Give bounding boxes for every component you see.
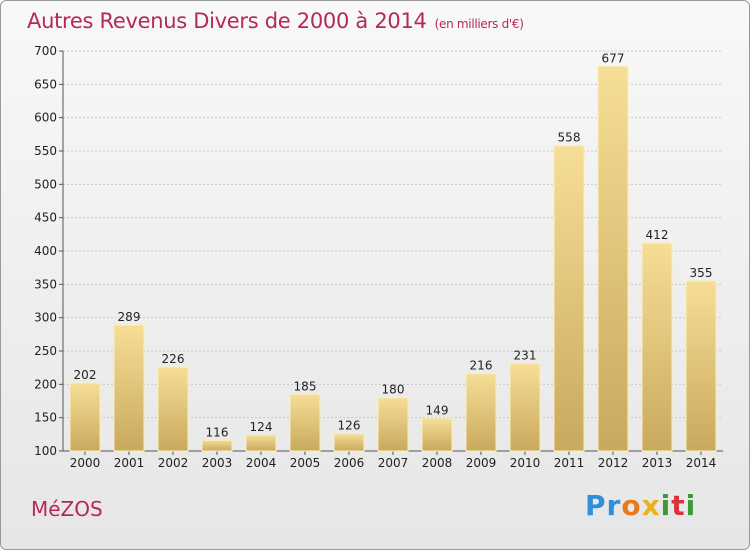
x-tick-label: 2001 [114, 456, 145, 470]
y-tick-label: 350 [34, 277, 57, 291]
bar [685, 280, 717, 452]
data-label: 289 [118, 310, 141, 324]
x-tick-label: 2004 [246, 456, 277, 470]
bar [465, 373, 497, 452]
x-tick-label: 2000 [70, 456, 101, 470]
y-tick-label: 250 [34, 344, 57, 358]
y-tick-label: 100 [34, 444, 57, 458]
logo-letter: t [671, 489, 686, 522]
label-layer: 202 2000 289 2001 226 2002 116 2003 124 2004 185 20… [70, 51, 717, 470]
data-label: 116 [206, 425, 229, 439]
y-tick-label: 700 [34, 44, 57, 58]
commune-name: MéZOS [31, 497, 103, 521]
y-tick-label: 500 [34, 177, 57, 191]
data-label: 149 [426, 403, 449, 417]
bar [201, 439, 233, 452]
bar [157, 366, 189, 452]
x-tick-label: 2002 [158, 456, 189, 470]
data-label: 180 [382, 383, 405, 397]
bar [553, 145, 585, 452]
x-tick-label: 2011 [554, 456, 585, 470]
y-tick-label: 550 [34, 144, 57, 158]
x-tick-label: 2008 [422, 456, 453, 470]
x-tick-label: 2013 [642, 456, 673, 470]
y-tick-label: 400 [34, 244, 57, 258]
data-label: 231 [514, 349, 537, 363]
bar [641, 242, 673, 452]
bar [377, 397, 409, 452]
x-tick-label: 2010 [510, 456, 541, 470]
data-label: 126 [338, 419, 361, 433]
x-tick-label: 2014 [686, 456, 717, 470]
bar-layer [69, 65, 717, 452]
y-tick-label: 450 [34, 211, 57, 225]
y-tick-label: 200 [34, 377, 57, 391]
x-tick-label: 2003 [202, 456, 233, 470]
bar [245, 434, 277, 452]
logo-letter: i [685, 489, 697, 522]
data-label: 185 [294, 379, 317, 393]
proxiti-logo: Proxiti [585, 489, 696, 522]
y-tick-label: 650 [34, 77, 57, 91]
bar [289, 393, 321, 452]
chart-title: Autres Revenus Divers de 2000 à 2014 (en … [27, 9, 524, 33]
x-tick-label: 2009 [466, 456, 497, 470]
logo-letter: i [660, 489, 672, 522]
y-tick-label: 600 [34, 111, 57, 125]
y-tick-label: 150 [34, 411, 57, 425]
data-label: 226 [162, 352, 185, 366]
data-label: 202 [74, 368, 97, 382]
data-label: 124 [250, 420, 273, 434]
bar [113, 324, 145, 452]
y-tick-label: 300 [34, 311, 57, 325]
bar [69, 382, 101, 452]
bar [597, 65, 629, 452]
data-label: 412 [646, 228, 669, 242]
logo-letter: x [641, 489, 661, 522]
x-tick-label: 2012 [598, 456, 629, 470]
data-label: 677 [602, 51, 625, 65]
data-label: 558 [558, 131, 581, 145]
title-unit: (en milliers d'€) [434, 17, 524, 31]
data-label: 355 [690, 266, 713, 280]
bar [333, 433, 365, 452]
bar [421, 417, 453, 452]
logo-letter: r [606, 489, 622, 522]
bar [509, 363, 541, 452]
x-tick-label: 2007 [378, 456, 409, 470]
logo-letter: P [585, 489, 607, 522]
data-label: 216 [470, 359, 493, 373]
x-tick-label: 2005 [290, 456, 321, 470]
title-text: Autres Revenus Divers de 2000 à 2014 [27, 9, 427, 33]
x-tick-label: 2006 [334, 456, 365, 470]
logo-letter: o [621, 489, 642, 522]
